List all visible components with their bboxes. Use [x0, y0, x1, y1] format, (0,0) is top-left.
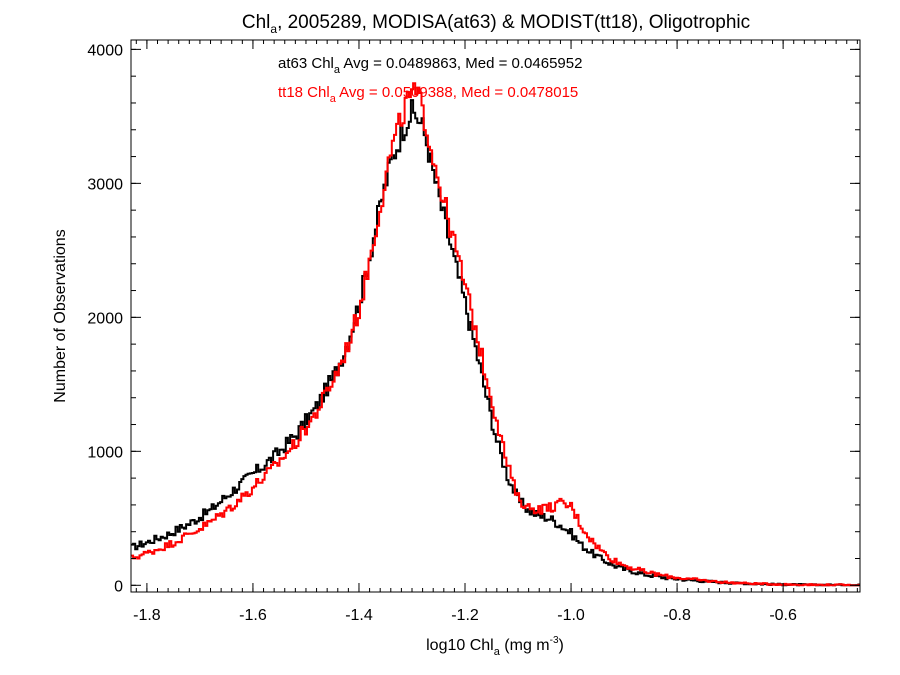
x-tick-label: -1.0: [557, 607, 585, 624]
chart-title: Chla, 2005289, MODISA(at63) & MODIST(tt1…: [242, 12, 750, 36]
series-line-at63: [131, 99, 860, 587]
y-tick-label: 2000: [87, 310, 123, 327]
x-tick-label: -1.4: [345, 607, 373, 624]
axis-layer: -1.8 -1.6 -1.4 -1.2 -1.0 -0.8 -0.6 0 1000 2000 300…: [87, 39, 861, 624]
x-tick-label: -1.2: [451, 607, 479, 624]
x-tick-label: -0.8: [663, 607, 691, 624]
series-layer: [131, 82, 860, 587]
x-axis-label: log10 Chla (mg m-3): [426, 635, 564, 658]
y-tick-label: 4000: [87, 42, 123, 59]
y-tick-label: 3000: [87, 176, 123, 193]
x-tick-label: -1.6: [239, 607, 267, 624]
y-tick-label: 0: [114, 578, 123, 595]
x-tick-label: -0.6: [769, 607, 797, 624]
y-axis-label: Number of Observations: [52, 229, 69, 402]
plot-frame: [130, 39, 861, 593]
y-tick-label: 1000: [87, 444, 123, 461]
series-line-tt18: [131, 82, 860, 587]
x-tick-label: -1.8: [133, 607, 161, 624]
annotation-tt18: tt18 Chla Avg = 0.0509388, Med = 0.04780…: [278, 84, 578, 105]
annotation-at63: at63 Chla Avg = 0.0489863, Med = 0.04659…: [278, 55, 582, 76]
